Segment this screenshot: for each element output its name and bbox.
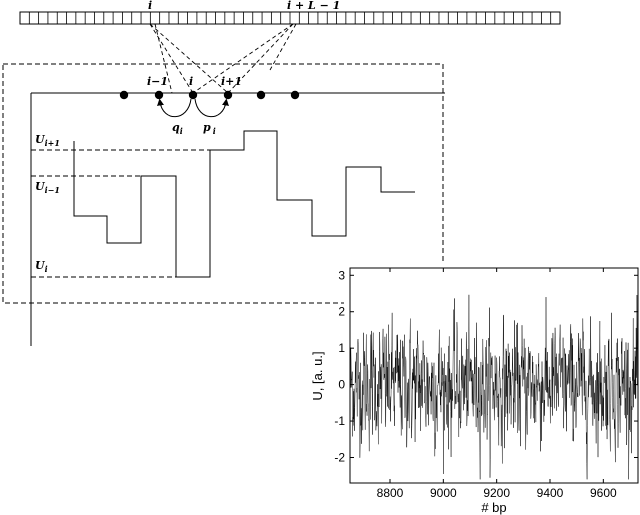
site-label-i: i	[189, 75, 193, 88]
site-label-i-minus-1: i−1	[147, 75, 168, 88]
site-dot	[256, 90, 266, 100]
hop-arc-right	[194, 98, 229, 118]
reference-levels	[31, 149, 243, 278]
potential-label-u: Ui	[35, 259, 48, 274]
projection-lines	[149, 23, 297, 94]
site-dot	[154, 90, 164, 100]
noise-series-path	[349, 294, 639, 480]
sequence-strip	[19, 11, 561, 25]
top-label-i: i	[148, 0, 152, 12]
site-dot	[290, 90, 300, 100]
site-dot	[119, 90, 129, 100]
x-tick-label: 9000	[430, 486, 457, 500]
dashed-frame	[2, 63, 444, 304]
x-tick-label: 9200	[483, 486, 510, 500]
x-axis-ticks: 8800 9000 9200 9400 9600	[377, 268, 617, 500]
x-tick-label: 9600	[590, 486, 617, 500]
y-axis-label: U, [a. u.]	[310, 351, 325, 400]
potential-label-u-minus: Ui−1	[35, 180, 60, 195]
potential-label-u-plus: Ui+1	[35, 133, 60, 148]
hop-arc-left	[157, 98, 192, 118]
site-label-i-plus-1: i+1	[221, 75, 242, 88]
inset-chart: 8800 9000 9200 9400 9600 -2 -1 0 1 2 3 # bp U, [a…	[310, 262, 640, 515]
y-tick-label: -1	[334, 414, 345, 428]
noise-series-line	[349, 294, 639, 480]
step-potential	[73, 130, 415, 278]
y-tick-label: -2	[334, 450, 345, 464]
rate-q-label: qi	[172, 121, 183, 136]
y-tick-label: 1	[338, 341, 345, 355]
y-tick-label: 0	[338, 378, 345, 392]
y-axis-ticks: -2 -1 0 1 2 3	[334, 268, 638, 464]
y-tick-label: 2	[338, 305, 345, 319]
y-tick-label: 3	[338, 268, 345, 282]
site-dot	[223, 90, 233, 100]
x-axis-label: # bp	[481, 500, 506, 515]
site-dot	[188, 90, 198, 100]
landscape-axes	[30, 92, 445, 346]
x-tick-label: 9400	[537, 486, 564, 500]
x-tick-label: 8800	[377, 486, 404, 500]
site-dots	[119, 90, 300, 100]
top-label-i-plus-L-minus-1: i + L − 1	[287, 0, 340, 12]
